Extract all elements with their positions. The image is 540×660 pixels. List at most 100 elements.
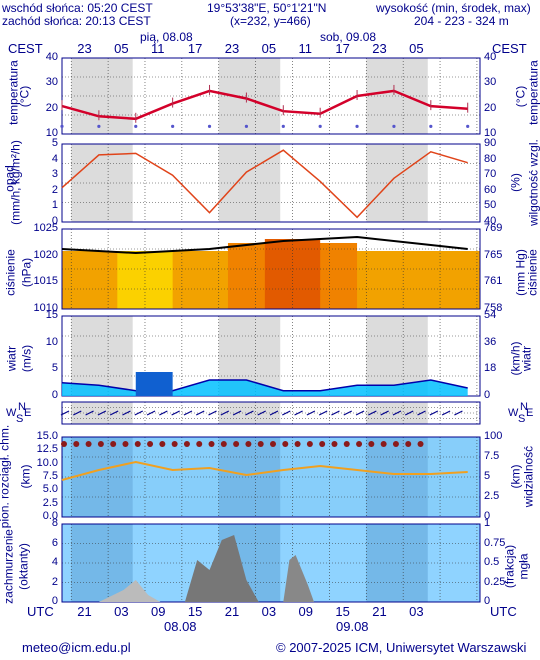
wind-speed-line — [61, 379, 468, 392]
y-tick-right-temp: 40 — [484, 51, 497, 63]
press-left-unit: (hPa) — [19, 257, 34, 288]
y-tick-right-cloud: 0 — [484, 510, 491, 522]
utc-hour-tick: 03 — [114, 604, 129, 619]
press-left-label: ciśnienie — [3, 249, 18, 296]
cover-night-2 — [366, 524, 428, 602]
y-tick-cloud: 5.0 — [42, 483, 58, 496]
y-tick-cloud: 10.0 — [36, 456, 58, 469]
cloud-top-dot — [306, 441, 313, 447]
cest-hour-tick: 11 — [150, 41, 165, 56]
dewpoint-dot — [244, 124, 249, 128]
cloud-top-dot — [368, 441, 375, 447]
wind-dir-arrow — [195, 410, 205, 416]
y-tick-right-cloud: 5 — [484, 470, 491, 482]
cloud-top-dot — [61, 441, 67, 447]
cloud-top-dot — [97, 441, 104, 447]
cloud-top-dot — [380, 441, 387, 447]
wind-dir-arrow — [429, 410, 439, 416]
grid-text: (x=232, y=466) — [230, 14, 311, 28]
dewpoint-dot — [466, 124, 470, 128]
night-band-temp-2 — [366, 58, 428, 134]
y-tick-wind: 15 — [45, 309, 58, 321]
y-tick-right-temp: 10 — [484, 127, 497, 139]
utc-hour-tick: 15 — [187, 604, 203, 619]
cloud-top-dot — [147, 441, 154, 447]
y-tick-right-press: 758 — [484, 302, 503, 314]
wind-dir-arrow — [257, 410, 266, 416]
y-tick-right-cloud: 7.5 — [484, 450, 500, 462]
night-band-precip-2 — [366, 144, 428, 222]
y-tick-right-press: 769 — [484, 222, 503, 234]
y-tick-temp: 10 — [45, 127, 58, 139]
wind-dir-arrow — [208, 410, 217, 416]
y-tick-cloud: 7.5 — [42, 470, 58, 482]
day-label-2: sob, 09.08 — [320, 30, 377, 44]
y-tick-wind: 0 — [51, 389, 58, 401]
elevation-label: wysokość (min, środek, max) — [376, 1, 531, 15]
wind-dir-arrow — [220, 410, 230, 416]
cloud-top-dot — [257, 441, 264, 447]
sunrise-text: wschód słońca: 05:20 CEST — [2, 1, 153, 15]
cloud-top-dot — [319, 441, 326, 447]
dewpoint-dot — [392, 124, 396, 128]
dewpoint-dot — [318, 124, 322, 128]
cloud-left-unit: (km) — [18, 464, 33, 489]
y-tick-cloud: 2.5 — [42, 496, 58, 509]
dewpoint-dot — [171, 124, 175, 128]
dewpoint-dot — [134, 124, 138, 128]
cloud-top-dot — [282, 441, 289, 447]
wind-dir-arrow — [60, 410, 70, 416]
panel-frame-precip — [61, 143, 481, 223]
y-tick-precip: 4 — [51, 152, 58, 165]
dewpoint-dot — [60, 124, 64, 128]
cest-hour-tick: 17 — [187, 41, 203, 56]
cloud-top-dot — [331, 441, 338, 447]
y-tick-cloud: 12.5 — [36, 443, 58, 456]
cover-left-label: zachmurzenie — [1, 529, 16, 604]
wind-dir-arrow — [355, 410, 365, 416]
y-tick-cover: 8 — [51, 517, 58, 529]
cloud-top-dot — [85, 441, 92, 447]
wind-dir-arrow — [245, 410, 254, 416]
cloud-night-2 — [366, 437, 428, 517]
y-tick-cloud: 0.0 — [42, 510, 58, 522]
wind-dir-arrow — [269, 410, 279, 416]
wind-dir-arrow — [417, 410, 426, 416]
dewpoint-dot — [355, 124, 359, 128]
bottom-timezone-left: UTC — [27, 604, 54, 619]
wind-dir-arrow — [122, 410, 131, 416]
humidity-line — [61, 149, 468, 219]
temp-line — [61, 89, 468, 121]
utc-hour-tick: 09 — [298, 604, 313, 619]
top-timezone-left: CEST — [8, 41, 43, 56]
precip-left-unit: (mm/h, kg/m²/h) — [8, 140, 23, 225]
y-tick-precip: 5 — [51, 137, 58, 149]
cest-hour-tick: 23 — [77, 41, 92, 56]
cloud-top-dot — [134, 441, 141, 447]
y-tick-right-precip: 90 — [484, 137, 497, 149]
y-tick-cover: 4 — [51, 556, 58, 568]
cloud-right-label: widzialność — [521, 445, 536, 508]
cloud-top-dot — [233, 441, 240, 447]
cest-hour-tick: 11 — [298, 41, 313, 56]
cloud-top-dot — [405, 441, 412, 447]
y-tick-right-precip: 50 — [484, 199, 497, 212]
y-tick-right-press: 761 — [484, 275, 503, 288]
cest-hour-tick: 05 — [261, 41, 277, 56]
y-tick-temp: 20 — [45, 101, 58, 114]
bottom-day-1: 08.08 — [164, 619, 197, 634]
y-tick-temp: 40 — [45, 51, 58, 63]
cloud-top-dot — [343, 441, 350, 447]
wind-dir-arrow — [380, 410, 389, 416]
footer-email[interactable]: meteo@icm.edu.pl — [22, 640, 131, 655]
cover-area-3 — [98, 580, 161, 602]
precip-right-unit: (%) — [508, 173, 523, 192]
cloud-top-dot — [183, 441, 190, 447]
y-tick-press: 1025 — [33, 222, 58, 234]
wind-dir-arrow — [109, 410, 119, 416]
precip-right-label: wilgotność wzgl. — [526, 139, 540, 226]
cest-hour-tick: 05 — [114, 41, 129, 56]
y-tick-right-cover: 0.75 — [484, 536, 506, 549]
y-tick-right-cover: 0 — [484, 595, 491, 607]
